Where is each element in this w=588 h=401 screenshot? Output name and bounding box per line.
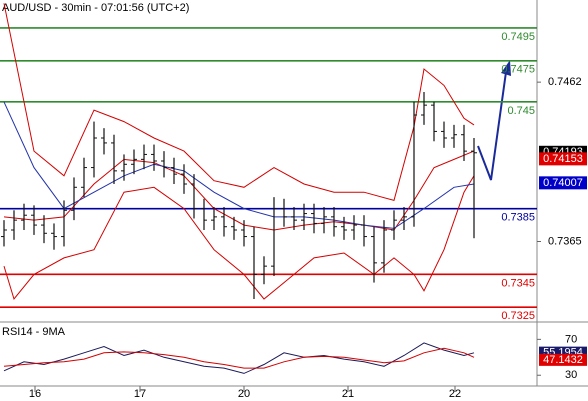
price-label: 0.74153: [543, 153, 583, 165]
level-label: 0.7475: [501, 64, 535, 76]
price-label: 47.1432: [543, 354, 583, 366]
price-label-box: [539, 176, 587, 190]
chart-title: AUD/USD - 30min - 07:01:56 (UTC+2): [2, 2, 189, 14]
level-label: 0.7385: [501, 212, 535, 224]
price-label-box: [539, 353, 587, 366]
price-label-box: [539, 152, 587, 166]
forecast-arrow: [477, 60, 511, 181]
overlay-line: [3, 150, 475, 231]
x-tick-label: 16: [29, 388, 41, 400]
y-tick-label: 0.7462: [548, 76, 582, 88]
y-tick-label: 30: [565, 369, 577, 381]
x-tick-label: 22: [449, 388, 461, 400]
y-tick-label: 0.7365: [548, 235, 582, 247]
overlay-line: [3, 175, 475, 301]
overlay-line: [3, 3, 475, 202]
rsi-line: [3, 342, 475, 374]
x-tick-label: 17: [134, 388, 146, 400]
y-tick-label: 70: [565, 333, 577, 345]
level-label: 0.7325: [501, 310, 535, 322]
level-label: 0.7345: [501, 277, 535, 289]
level-label: 0.745: [507, 105, 535, 117]
x-tick-label: 21: [342, 388, 354, 400]
price-label: 0.74007: [543, 177, 583, 189]
rsi-title: RSI14 - 9MA: [2, 326, 66, 338]
rsi-line: [3, 347, 475, 369]
x-tick-label: 20: [238, 388, 250, 400]
level-label: 0.7495: [501, 31, 535, 43]
